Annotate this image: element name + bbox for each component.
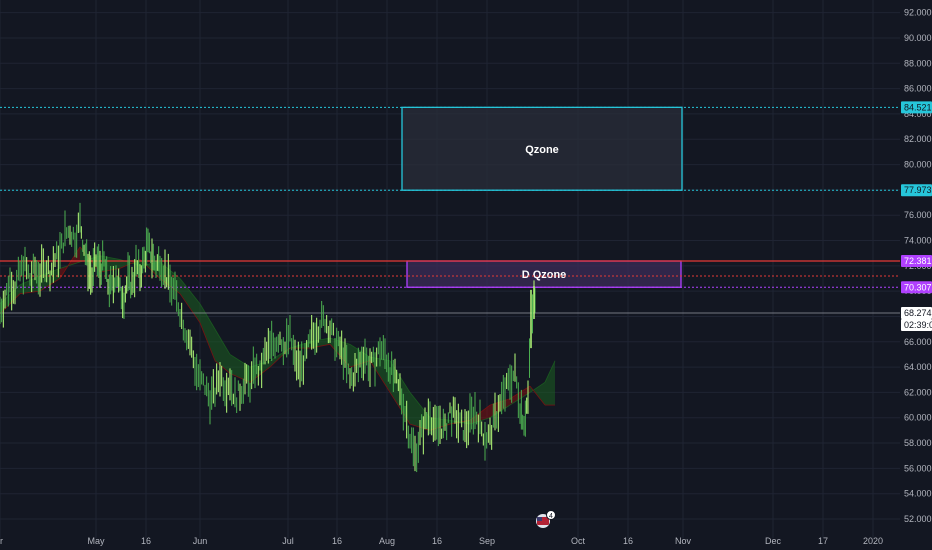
cloud-span-a-28 bbox=[544, 360, 556, 383]
x-tick-label-6: Aug bbox=[379, 536, 395, 546]
economic-event-marker[interactable]: 4 bbox=[536, 510, 556, 529]
y-tick-label-6: 64.000 bbox=[904, 362, 932, 372]
cloud-span-b-4 bbox=[79, 246, 101, 273]
zone-label-0: Qzone bbox=[525, 144, 559, 156]
price-candles bbox=[0, 202, 536, 473]
price-tag-0: 84.521 bbox=[904, 102, 932, 112]
cloud-segment-9 bbox=[180, 278, 200, 323]
x-tick-label-1: May bbox=[87, 536, 105, 546]
price-tag-bg-1 bbox=[901, 184, 932, 197]
cloud-segment-23 bbox=[450, 420, 470, 425]
cloud-span-b-9 bbox=[179, 293, 201, 324]
cloud-span-a-7 bbox=[139, 261, 161, 267]
cloud-span-a-27 bbox=[529, 381, 546, 393]
y-tick-label-17: 86.000 bbox=[904, 84, 932, 94]
cloud-segment-26 bbox=[510, 386, 530, 406]
cloud-span-a-9 bbox=[179, 278, 201, 305]
x-tick-label-2: 16 bbox=[141, 536, 151, 546]
y-tick-label-18: 88.000 bbox=[904, 58, 932, 68]
y-tick-label-1: 54.000 bbox=[904, 489, 932, 499]
time-axis[interactable]: Apr May 16 Jun Jul 16 Aug 16 Sep Oct 16 Nov Dec 17 202… bbox=[0, 536, 883, 546]
cloud-span-a-5 bbox=[99, 255, 121, 260]
level-lines bbox=[0, 260, 900, 314]
y-tick-label-12: 76.000 bbox=[904, 210, 932, 220]
cloud-span-b-5 bbox=[99, 267, 121, 273]
cloud-span-b-10 bbox=[199, 322, 216, 361]
x-tick-label-5: 16 bbox=[332, 536, 342, 546]
x-tick-label-8: Sep bbox=[479, 536, 495, 546]
cloud-span-a-10 bbox=[199, 303, 216, 330]
price-tag-bg-3 bbox=[901, 281, 932, 294]
x-tick-label-9: Oct bbox=[571, 536, 586, 546]
y-tick-label-15: 82.000 bbox=[904, 134, 932, 144]
price-tag-bg-2 bbox=[901, 255, 932, 268]
y-tick-label-14: 80.000 bbox=[904, 160, 932, 170]
x-tick-label-4: Jul bbox=[282, 536, 294, 546]
x-tick-label-7: 16 bbox=[432, 536, 442, 546]
x-tick-label-14: 2020 bbox=[863, 536, 883, 546]
y-tick-label-5: 62.000 bbox=[904, 387, 932, 397]
price-tag-2: 72.381 bbox=[904, 256, 932, 266]
x-tick-label-12: Dec bbox=[765, 536, 782, 546]
cloud-span-a-3 bbox=[59, 261, 81, 269]
price-tags: 84.521 77.973 72.381 70.307 68.274 02:39:03 bbox=[901, 101, 932, 332]
price-tag-1: 77.973 bbox=[904, 185, 932, 195]
price-tag-4: 68.274 bbox=[904, 308, 932, 318]
price-tag-bg-4 bbox=[901, 307, 932, 320]
price-tag-bg-5 bbox=[901, 319, 932, 332]
cloud-span-b-7 bbox=[139, 259, 161, 279]
us-flag-canton bbox=[537, 517, 542, 521]
cloud-segment-27 bbox=[530, 382, 545, 406]
x-tick-label-3: Jun bbox=[193, 536, 208, 546]
y-tick-label-2: 56.000 bbox=[904, 463, 932, 473]
cloud-span-b-27 bbox=[529, 385, 546, 406]
y-tick-label-7: 66.000 bbox=[904, 337, 932, 347]
event-count-text: 4 bbox=[549, 513, 553, 520]
cloud-span-a-11 bbox=[214, 328, 231, 355]
x-tick-label-0: Apr bbox=[0, 536, 3, 546]
x-tick-label-10: 16 bbox=[623, 536, 633, 546]
y-tick-label-19: 90.000 bbox=[904, 33, 932, 43]
y-tick-label-4: 60.000 bbox=[904, 413, 932, 423]
cloud-segment-28 bbox=[545, 360, 555, 406]
event-count-badge bbox=[546, 510, 556, 520]
price-tag-bg-0 bbox=[901, 101, 932, 114]
cloud-span-b-26 bbox=[509, 385, 531, 400]
cloud-span-a-26 bbox=[509, 392, 531, 406]
y-tick-label-3: 58.000 bbox=[904, 438, 932, 448]
y-tick-label-0: 52.000 bbox=[904, 514, 932, 524]
cloud-span-b-19 bbox=[369, 360, 391, 393]
cloud-segment-10 bbox=[200, 303, 215, 361]
x-tick-label-13: 17 bbox=[818, 536, 828, 546]
y-tick-label-11: 74.000 bbox=[904, 236, 932, 246]
cloud-span-b-11 bbox=[214, 360, 231, 374]
zone-label-1: D Qzone bbox=[522, 269, 567, 281]
x-tick-label-11: Nov bbox=[675, 536, 692, 546]
y-tick-label-20: 92.000 bbox=[904, 8, 932, 18]
price-tag-5: 02:39:03 bbox=[904, 320, 932, 330]
y-tick-label-16: 84.000 bbox=[904, 109, 932, 119]
cloud-segment-11 bbox=[215, 329, 230, 374]
price-tag-3: 70.307 bbox=[904, 282, 932, 292]
